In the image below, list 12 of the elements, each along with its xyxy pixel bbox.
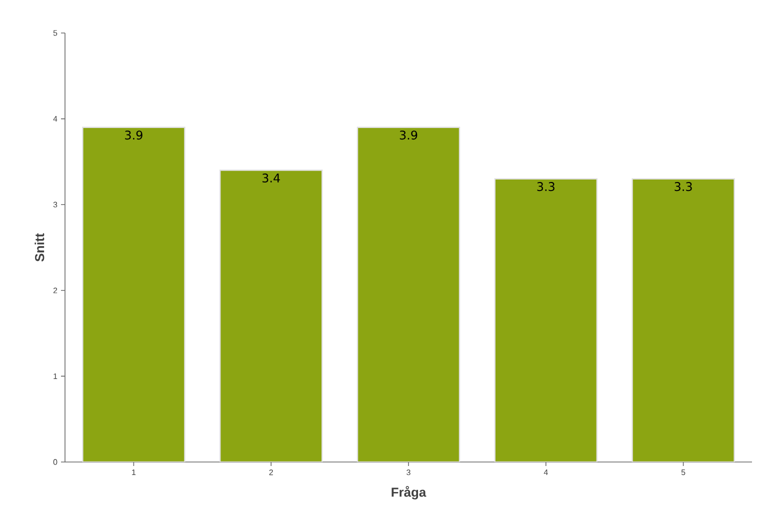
x-axis-title: Fråga <box>392 486 426 500</box>
data-label: 3.9 <box>400 130 418 140</box>
bar <box>220 170 323 462</box>
data-label: 3.9 <box>125 130 142 140</box>
y-axis-title: Snitt <box>34 233 44 262</box>
bar <box>82 126 186 462</box>
data-label: 3.3 <box>674 182 692 192</box>
bar <box>494 178 598 462</box>
bar <box>632 178 735 462</box>
bar <box>356 126 460 462</box>
data-label: 3.4 <box>262 173 280 183</box>
data-label: 3.3 <box>537 182 554 192</box>
